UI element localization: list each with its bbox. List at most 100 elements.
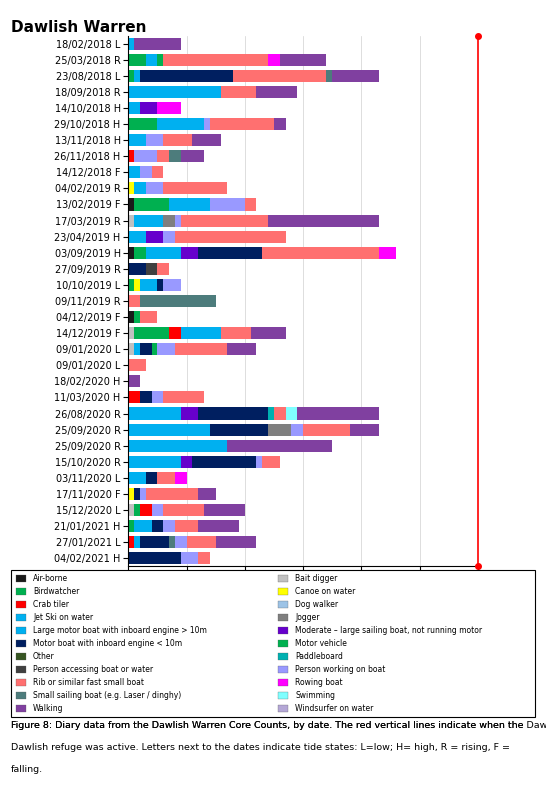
Bar xyxy=(278,653,288,660)
Bar xyxy=(146,488,198,500)
Bar xyxy=(245,199,257,211)
Bar xyxy=(175,343,227,356)
Bar xyxy=(274,118,286,130)
Bar xyxy=(134,311,140,323)
Text: falling.: falling. xyxy=(11,765,43,774)
Bar xyxy=(128,295,140,307)
Bar xyxy=(128,552,181,564)
Bar xyxy=(128,263,146,275)
Text: Swimming: Swimming xyxy=(295,691,335,700)
Bar xyxy=(198,408,268,420)
Bar xyxy=(278,679,288,686)
Bar xyxy=(128,504,134,516)
Bar xyxy=(128,199,134,211)
Bar xyxy=(128,311,134,323)
Text: Bait digger: Bait digger xyxy=(295,574,337,583)
Bar xyxy=(128,166,140,178)
Bar xyxy=(128,343,134,356)
Bar xyxy=(146,230,163,242)
Bar xyxy=(134,215,163,227)
Bar xyxy=(262,455,280,468)
Bar xyxy=(128,38,134,50)
Bar xyxy=(128,70,134,82)
Bar xyxy=(192,455,257,468)
X-axis label: No. observations of individual events: No. observations of individual events xyxy=(199,592,407,602)
Bar xyxy=(128,424,210,436)
Bar xyxy=(134,488,140,500)
Bar xyxy=(134,150,157,162)
Bar xyxy=(278,705,288,712)
Bar xyxy=(278,588,288,596)
Bar xyxy=(134,327,169,339)
Bar xyxy=(175,520,198,532)
Bar xyxy=(268,215,379,227)
Bar xyxy=(278,640,288,647)
Bar xyxy=(134,279,140,291)
Bar xyxy=(169,199,210,211)
Text: Windsurfer on water: Windsurfer on water xyxy=(295,704,373,713)
Bar xyxy=(157,150,169,162)
Bar xyxy=(349,424,379,436)
Text: Small sailing boat (e.g. Laser / dinghy): Small sailing boat (e.g. Laser / dinghy) xyxy=(33,691,181,700)
Bar xyxy=(297,408,379,420)
Bar xyxy=(128,246,134,259)
Bar xyxy=(181,246,198,259)
Bar xyxy=(163,279,181,291)
Text: Motor boat with inboard engine < 10m: Motor boat with inboard engine < 10m xyxy=(33,639,182,648)
Bar xyxy=(181,327,222,339)
Text: Canoe on water: Canoe on water xyxy=(295,587,355,596)
Bar xyxy=(134,536,140,548)
Bar xyxy=(262,246,379,259)
Bar xyxy=(16,575,26,582)
Text: Walking: Walking xyxy=(33,704,63,713)
Bar xyxy=(146,246,181,259)
Bar xyxy=(134,504,140,516)
Bar xyxy=(175,230,286,242)
Bar xyxy=(16,601,26,608)
Bar xyxy=(16,627,26,634)
Bar xyxy=(286,408,297,420)
Bar xyxy=(210,118,274,130)
Text: Figure 8: Diary data from the Dawlish Warren Core Counts, by date. The red verti: Figure 8: Diary data from the Dawlish Wa… xyxy=(11,721,546,729)
Text: Motor vehicle: Motor vehicle xyxy=(295,639,347,648)
Text: Paddleboard: Paddleboard xyxy=(295,652,343,661)
Bar xyxy=(152,520,163,532)
Bar xyxy=(16,653,26,660)
Bar xyxy=(128,118,157,130)
Bar xyxy=(152,166,163,178)
Bar xyxy=(227,343,257,356)
Bar xyxy=(128,86,222,98)
Bar xyxy=(198,552,210,564)
Bar xyxy=(134,199,169,211)
Bar xyxy=(274,408,286,420)
Text: Crab tiler: Crab tiler xyxy=(33,600,69,609)
Bar xyxy=(181,408,198,420)
Bar xyxy=(175,215,181,227)
Bar xyxy=(157,472,175,484)
Bar xyxy=(146,472,157,484)
Text: Other: Other xyxy=(33,652,55,661)
Bar xyxy=(128,102,140,114)
Bar xyxy=(157,54,163,66)
Bar xyxy=(210,199,245,211)
Bar xyxy=(257,86,297,98)
Text: Person working on boat: Person working on boat xyxy=(295,665,385,674)
Bar xyxy=(157,279,163,291)
Text: Moderate – large sailing boat, not running motor: Moderate – large sailing boat, not runni… xyxy=(295,626,482,635)
Bar xyxy=(157,118,204,130)
Bar xyxy=(140,488,146,500)
Bar xyxy=(128,455,181,468)
Bar xyxy=(16,691,26,699)
Bar xyxy=(169,536,175,548)
Bar xyxy=(140,311,157,323)
Bar xyxy=(163,504,204,516)
Bar xyxy=(140,279,157,291)
Text: Person accessing boat or water: Person accessing boat or water xyxy=(33,665,153,674)
Bar xyxy=(128,230,146,242)
Bar xyxy=(268,424,292,436)
Bar xyxy=(134,246,146,259)
Bar xyxy=(198,488,216,500)
Bar xyxy=(233,70,327,82)
Bar xyxy=(146,263,157,275)
Bar xyxy=(163,182,227,194)
